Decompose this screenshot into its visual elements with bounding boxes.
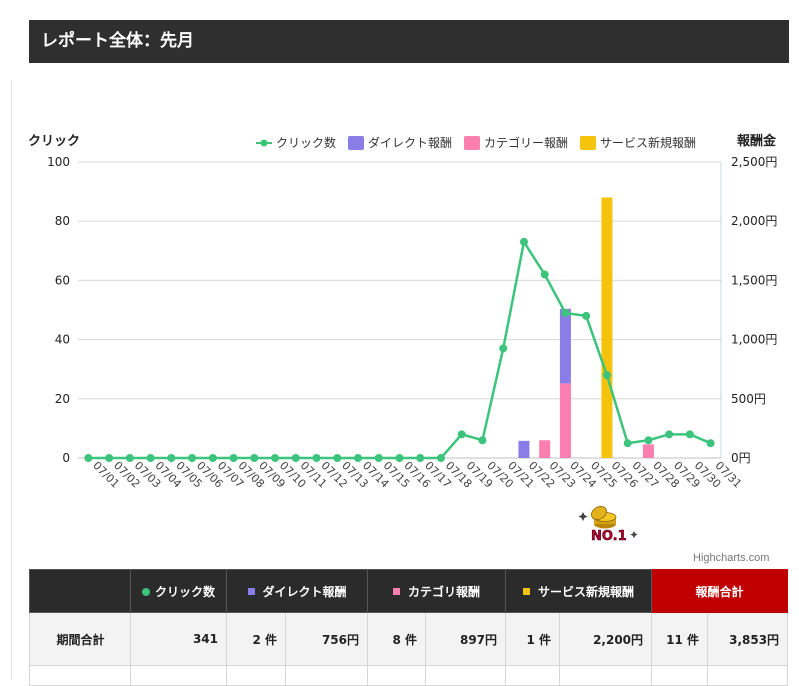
line-point (582, 311, 591, 320)
bar (601, 197, 613, 458)
line-point (291, 454, 300, 462)
row-label: 期間合計 (29, 612, 131, 666)
line-point (499, 344, 508, 353)
left-tick-label: 0 (62, 451, 70, 465)
legend-label: サービス新規報酬 (600, 135, 696, 150)
right-tick-label: 2,000円 (731, 214, 777, 228)
right-tick-label: 500円 (731, 392, 766, 406)
legend-label: カテゴリー報酬 (484, 135, 568, 150)
direct-count: 2 件 (226, 612, 286, 666)
line-point (436, 454, 445, 462)
left-tick-label: 20 (55, 392, 70, 406)
total-count: 11 件 (651, 612, 709, 666)
right-axis-title: 報酬金 (737, 133, 777, 149)
line-point (602, 371, 611, 380)
click-line (88, 238, 712, 460)
total-amount: 3,853円 (707, 612, 789, 666)
line-point (84, 454, 93, 462)
line-point (416, 454, 425, 462)
line-point (105, 454, 114, 462)
line-point (146, 454, 155, 462)
line-point (125, 454, 134, 462)
header-category: カテゴリ報酬 (367, 569, 507, 613)
line-point (374, 454, 383, 462)
line-point (354, 454, 363, 462)
yellow-square-icon (523, 587, 531, 595)
coin-stack-icon (578, 506, 638, 539)
line-point (561, 308, 570, 317)
report-header: レポート全体：先月 (29, 20, 789, 63)
bar (559, 308, 571, 384)
line-point (457, 430, 466, 439)
line-point (665, 430, 674, 439)
page-divider (11, 80, 12, 680)
legend-square-icon (348, 136, 364, 150)
header-total: 報酬合計 (651, 569, 789, 613)
line-point (395, 454, 404, 462)
bar (539, 440, 551, 458)
service-amount: 2,200円 (559, 612, 653, 666)
left-tick-label: 100 (47, 155, 70, 169)
service-count: 1 件 (505, 612, 561, 666)
legend-label: クリック数 (276, 135, 336, 150)
category-count: 8 件 (367, 612, 427, 666)
pink-square-icon (393, 587, 401, 595)
left-tick-label: 60 (55, 273, 70, 287)
summary-table: クリック数 ダイレクト報酬 カテゴリ報酬 サービス新規報酬 報酬合計 期間合計 … (29, 569, 789, 686)
purple-square-icon (247, 587, 255, 595)
line-point (519, 237, 528, 246)
legend-square-icon (464, 136, 480, 150)
line-point (706, 439, 715, 448)
legend-square-icon (580, 136, 596, 150)
right-tick-label: 0円 (731, 451, 751, 465)
left-tick-label: 40 (55, 333, 70, 347)
no1-badge: NO.1 (578, 506, 638, 544)
right-tick-label: 2,500円 (731, 155, 777, 169)
line-point (623, 439, 632, 448)
line-point (271, 454, 280, 462)
line-point (229, 454, 238, 462)
page-title: レポート全体：先月 (41, 31, 194, 51)
header-empty (29, 569, 131, 613)
line-point (644, 436, 653, 445)
right-tick-label: 1,000円 (731, 333, 777, 347)
line-point (478, 436, 487, 445)
bar (559, 383, 571, 458)
category-amount: 897円 (425, 612, 507, 666)
line-point (685, 430, 694, 439)
line-point (250, 454, 259, 462)
right-tick-label: 1,500円 (731, 273, 777, 287)
green-dot-icon (141, 587, 150, 596)
table-row: 期間合計 341 2 件 756円 8 件 897円 1 件 2,200円 11… (29, 612, 789, 666)
line-point (540, 270, 549, 279)
highcharts-credit[interactable]: Highcharts.com (693, 552, 770, 564)
line-point (188, 454, 197, 462)
left-axis-title: クリック (28, 134, 80, 149)
line-point (167, 454, 176, 462)
line-point (208, 454, 217, 462)
line-point (333, 454, 342, 462)
report-chart: 0 20 40 60 80 100 0円 500円 1,000円 1,500円 2,000円 2,50… (28, 133, 777, 491)
bar (518, 440, 530, 458)
no1-label: NO.1 (591, 529, 627, 544)
legend-dot-icon (260, 139, 268, 147)
legend-label: ダイレクト報酬 (368, 135, 452, 150)
clicks-value: 341 (130, 612, 227, 666)
line-point (312, 454, 321, 462)
header-clicks: クリック数 (130, 569, 227, 613)
left-tick-label: 80 (55, 214, 70, 228)
bar (642, 444, 654, 458)
direct-amount: 756円 (284, 612, 369, 666)
header-service: サービス新規報酬 (505, 569, 653, 613)
header-direct: ダイレクト報酬 (225, 569, 369, 613)
summary-header-row: クリック数 ダイレクト報酬 カテゴリ報酬 サービス新規報酬 報酬合計 (29, 569, 789, 613)
